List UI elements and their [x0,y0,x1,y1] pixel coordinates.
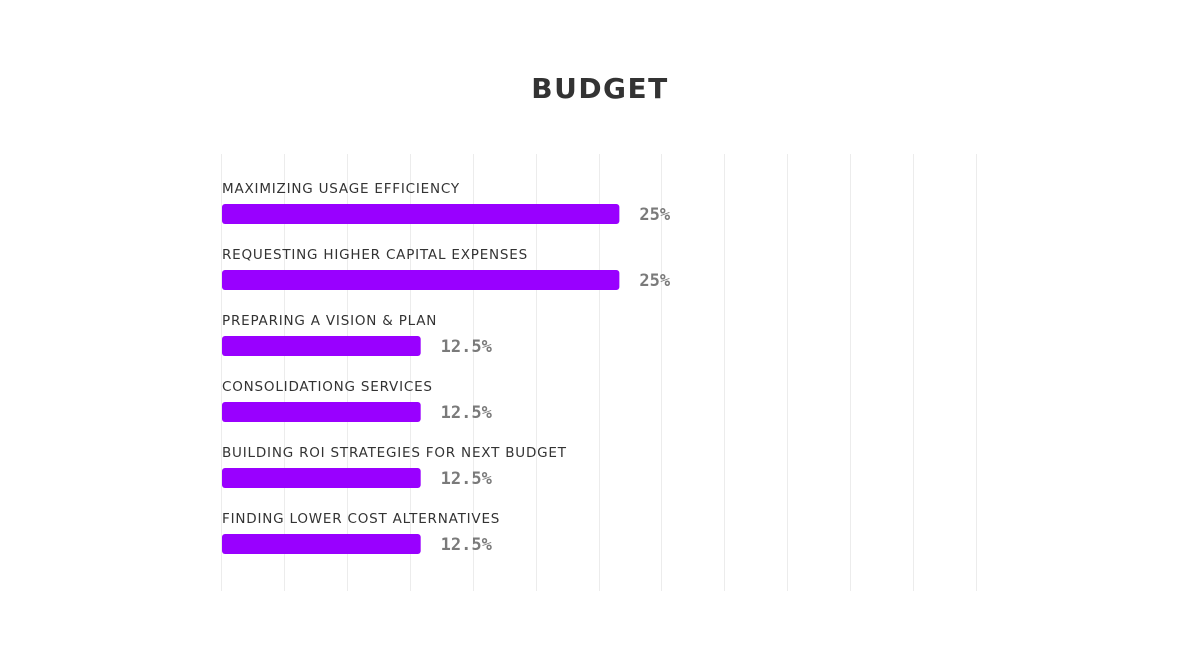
grid-lines [221,154,977,591]
value-label: 12.5% [441,337,493,357]
chart-title: BUDGET [531,72,669,105]
bar [222,468,421,488]
category-label: REQUESTING HIGHER CAPITAL EXPENSES [222,247,528,263]
value-label: 12.5% [441,469,493,489]
bar [222,204,620,224]
bar [222,270,620,290]
category-label: PREPARING A VISION & PLAN [222,313,437,329]
value-label: 12.5% [441,403,493,423]
bar [222,534,421,554]
category-label: BUILDING ROI STRATEGIES FOR NEXT BUDGET [222,445,567,461]
category-label: MAXIMIZING USAGE EFFICIENCY [222,181,460,197]
value-label: 25% [639,271,670,291]
value-label: 25% [639,205,670,225]
category-label: FINDING LOWER COST ALTERNATIVES [222,511,500,527]
bars: MAXIMIZING USAGE EFFICIENCY 25% REQUESTING… [222,181,671,555]
value-label: 12.5% [441,535,493,555]
bar [222,336,421,356]
category-label: CONSOLIDATIONG SERVICES [222,379,433,395]
bar [222,402,421,422]
